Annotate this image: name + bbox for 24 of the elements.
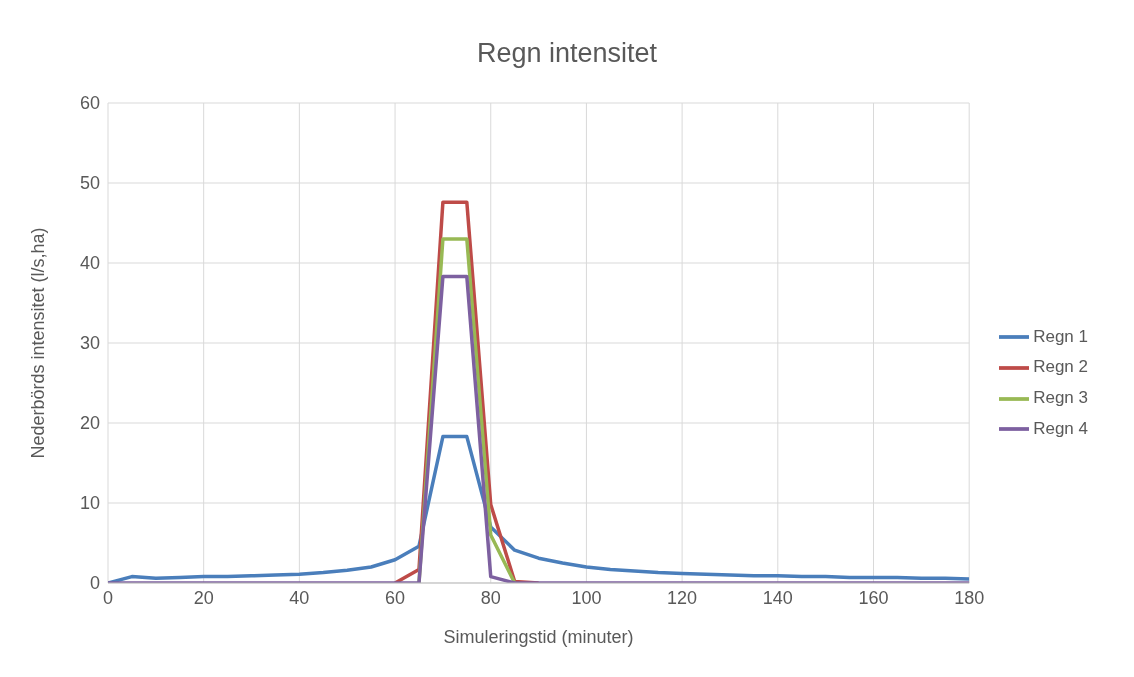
chart-title: Regn intensitet [475,37,659,70]
y-tick-label: 30 [79,333,100,354]
y-tick-label: 10 [79,493,100,514]
x-tick-label: 160 [858,587,889,608]
legend-label: Regn 4 [1033,418,1088,438]
legend-label: Regn 2 [1033,357,1088,377]
legend-label: Regn 3 [1033,388,1088,407]
x-tick-label: 20 [193,587,214,608]
y-tick-label: 20 [79,413,100,434]
y-tick-label: 0 [89,573,100,594]
y-tick-label: 50 [79,173,100,194]
y-axis-title: Nederbörds intensitet (l/s,ha) [28,227,49,459]
x-tick-label: 80 [480,587,501,608]
legend-label: Regn 1 [1033,326,1088,346]
x-tick-label: 140 [762,587,793,608]
x-tick-label: 120 [667,587,698,608]
x-axis-title: Simuleringstid (minuter) [443,627,634,647]
y-tick-label: 60 [79,93,100,114]
x-tick-label: 180 [954,587,985,608]
x-tick-label: 60 [385,587,406,608]
x-tick-label: 0 [102,587,114,608]
y-tick-label: 40 [79,253,100,274]
x-tick-label: 40 [289,587,310,608]
x-tick-label: 100 [571,587,602,608]
